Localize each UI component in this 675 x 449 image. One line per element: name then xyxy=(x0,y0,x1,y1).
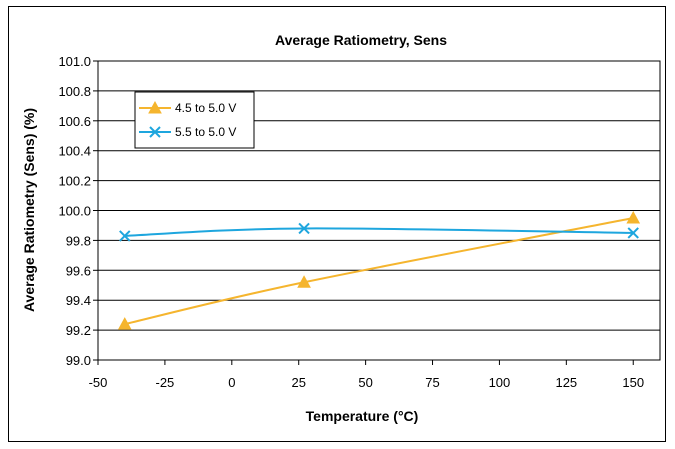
legend-label: 4.5 to 5.0 V xyxy=(175,101,236,115)
legend-item-2: 5.5 to 5.0 V xyxy=(139,125,236,139)
x-tick-label: 125 xyxy=(555,375,577,390)
y-tick-label: 99.4 xyxy=(66,293,91,308)
y-tick-label: 99.2 xyxy=(66,323,91,338)
chart-title: Average Ratiometry, Sens xyxy=(275,32,447,48)
triangle-marker xyxy=(626,210,641,224)
legend-label: 5.5 to 5.0 V xyxy=(175,125,236,139)
y-tick-label: 100.2 xyxy=(58,174,91,189)
triangle-marker xyxy=(117,317,132,330)
series-layer xyxy=(117,210,641,330)
y-tick-label: 100.0 xyxy=(58,204,91,219)
x-marker xyxy=(119,230,131,242)
y-tick-label: 99.8 xyxy=(66,233,91,248)
series-2 xyxy=(119,222,639,242)
x-marker xyxy=(298,222,310,235)
series-line xyxy=(124,227,634,237)
y-tick-label: 100.8 xyxy=(58,84,91,99)
series-line xyxy=(124,216,634,326)
x-tick-label: 25 xyxy=(291,375,305,390)
x-tick-label: 50 xyxy=(358,375,372,390)
x-tick-label: 150 xyxy=(622,375,644,390)
y-tick-label: 99.6 xyxy=(66,263,91,278)
legend-item-1: 4.5 to 5.0 V xyxy=(139,100,236,115)
x-tick-label: -50 xyxy=(89,375,108,390)
legend: 4.5 to 5.0 V 5.5 to 5.0 V xyxy=(134,91,255,149)
x-marker-stroke xyxy=(119,230,131,242)
y-axis-title: Average Ratiometry (Sens) (%) xyxy=(21,108,37,312)
y-tick-label: 100.4 xyxy=(58,144,91,159)
x-marker-stroke xyxy=(149,126,161,138)
x-marker xyxy=(627,227,639,239)
x-tick-label: -25 xyxy=(156,375,175,390)
y-tick-label: 101.0 xyxy=(58,54,91,69)
triangle-marker xyxy=(297,275,311,288)
x-tick-label: 100 xyxy=(489,375,511,390)
legend-marker xyxy=(148,100,162,114)
x-tick-label: 0 xyxy=(228,375,235,390)
y-tick-labels: 99.0 99.2 99.4 99.6 99.8 100.0 100.2 100.4 100.6… xyxy=(58,54,91,368)
plot-area xyxy=(97,60,661,361)
x-tick-label: 75 xyxy=(425,375,439,390)
y-tick-label: 100.6 xyxy=(58,114,91,129)
y-tick-label: 99.0 xyxy=(66,353,91,368)
x-axis-title: Temperature (°C) xyxy=(306,408,419,424)
x-tick-labels: -50 -25 0 25 50 75 100 125 150 xyxy=(89,375,644,390)
x-marker-stroke xyxy=(627,227,639,239)
chart-frame xyxy=(8,6,666,442)
legend-marker xyxy=(149,126,161,138)
x-marker-stroke xyxy=(298,222,310,235)
